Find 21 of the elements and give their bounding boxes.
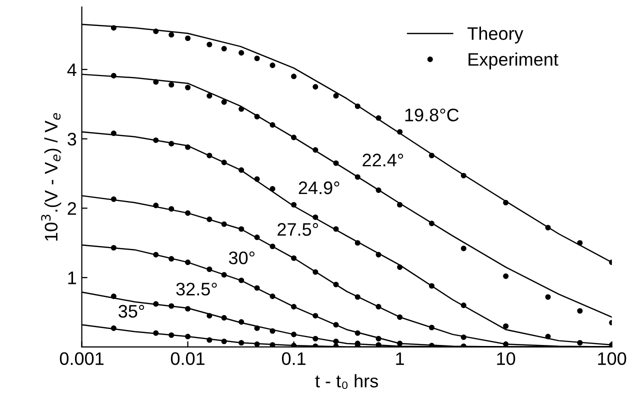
annotation: 24.9° <box>298 181 340 194</box>
x-tick-label: 0.01 <box>170 352 204 366</box>
x-tick-label: 1 <box>396 352 404 365</box>
y-tick-label: 1 <box>68 272 76 284</box>
legend-label: Theory <box>468 26 524 44</box>
x-tick-label: 0.1 <box>282 352 306 366</box>
y-tick-label: 3 <box>68 132 76 146</box>
x-tick-label: 100 <box>598 352 626 366</box>
annotation: 22.4° <box>362 154 404 166</box>
legend-label: Experiment <box>468 52 558 70</box>
y-tick-label: 2 <box>68 202 76 215</box>
annotation: 19.8°C <box>405 108 459 122</box>
annotation: 32.5° <box>176 282 217 296</box>
annotation: 30° <box>228 251 254 264</box>
annotation: 35° <box>118 304 144 318</box>
annotation: 27.5° <box>278 223 318 236</box>
x-tick-label: 0.001 <box>60 352 104 366</box>
y-tick-label: 4 <box>67 64 76 76</box>
x-axis-title: t - t₀ hrs <box>315 374 378 389</box>
x-tick-label: 10 <box>497 352 516 366</box>
y-axis-title: 10$^{3}$.(V - V$_{e}$) / V$_{e}$ <box>41 113 62 241</box>
